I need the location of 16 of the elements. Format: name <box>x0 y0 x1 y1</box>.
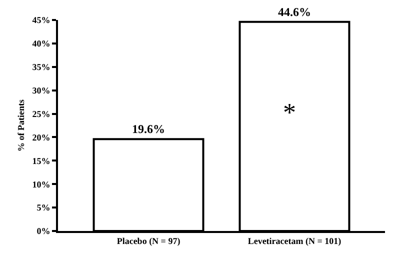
y-tick-label: 15% <box>32 156 50 166</box>
y-tick-label: 0% <box>36 226 50 236</box>
y-tick-label: 30% <box>32 85 50 96</box>
y-tick-label: 10% <box>32 179 50 190</box>
data-label: 44.6% <box>278 4 311 19</box>
x-tick-label: Levetiracetam (N = 101) <box>248 236 342 246</box>
y-tick-label: 20% <box>32 132 50 142</box>
y-axis-title: % of Patients <box>16 99 26 152</box>
y-tick-label: 35% <box>32 62 50 72</box>
data-label: 19.6% <box>132 122 166 136</box>
y-tick-label: 45% <box>32 15 50 26</box>
annotation: * <box>283 98 296 127</box>
y-tick-label: 40% <box>32 38 50 49</box>
y-tick-label: 5% <box>36 202 50 213</box>
x-tick-label: Placebo (N = 97) <box>116 236 180 246</box>
y-tick-label: 25% <box>32 108 50 119</box>
